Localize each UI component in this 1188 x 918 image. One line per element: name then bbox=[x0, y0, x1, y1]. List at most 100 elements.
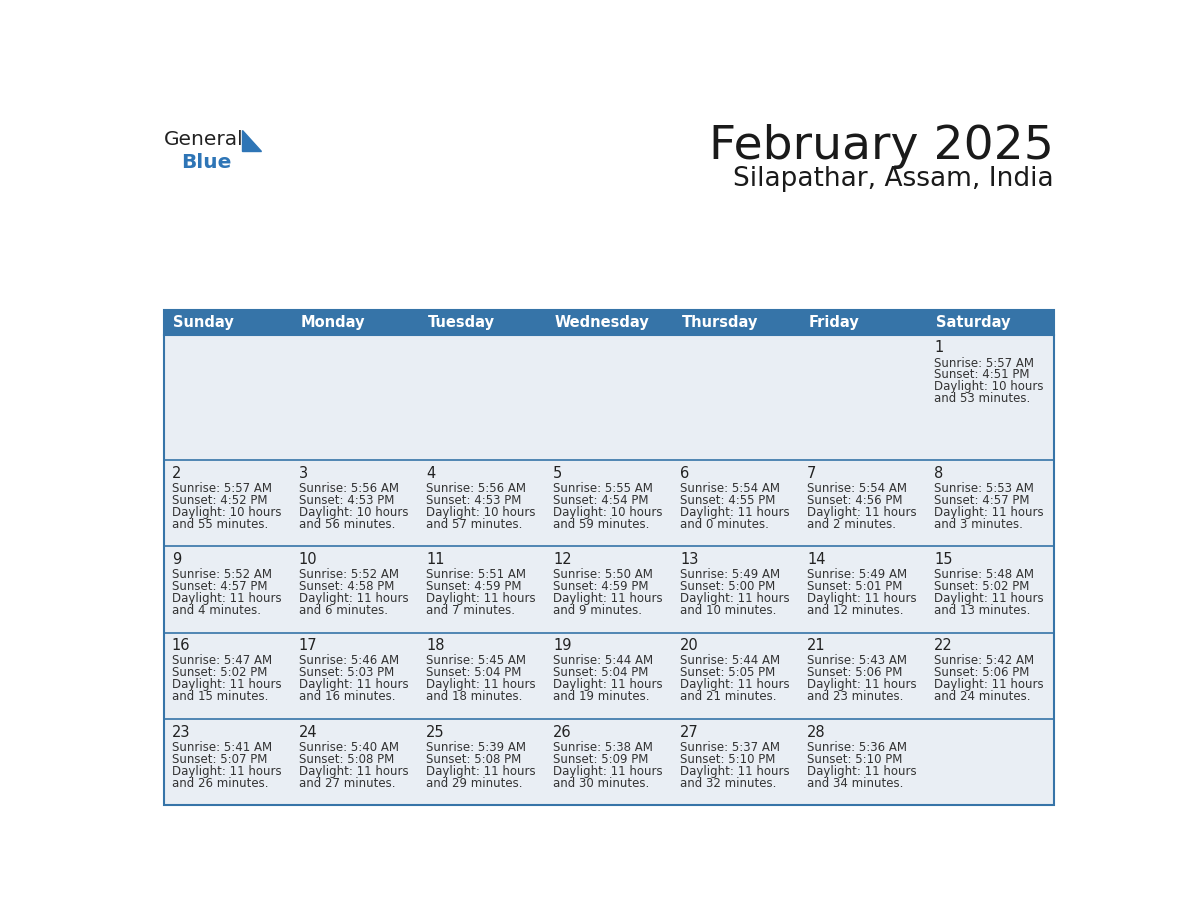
Text: Daylight: 11 hours: Daylight: 11 hours bbox=[554, 765, 663, 778]
Text: Sunset: 5:02 PM: Sunset: 5:02 PM bbox=[172, 666, 267, 679]
Text: 12: 12 bbox=[554, 552, 571, 567]
Text: Sunset: 5:04 PM: Sunset: 5:04 PM bbox=[426, 666, 522, 679]
Text: and 56 minutes.: and 56 minutes. bbox=[299, 518, 396, 531]
Bar bbox=[164, 460, 1054, 546]
Text: Sunset: 5:00 PM: Sunset: 5:00 PM bbox=[681, 580, 776, 593]
Bar bbox=[164, 335, 1054, 460]
Bar bbox=[164, 546, 1054, 633]
Text: Sunrise: 5:39 AM: Sunrise: 5:39 AM bbox=[426, 741, 526, 754]
Text: Sunrise: 5:54 AM: Sunrise: 5:54 AM bbox=[808, 482, 908, 495]
Text: Daylight: 11 hours: Daylight: 11 hours bbox=[808, 678, 917, 691]
Text: 18: 18 bbox=[426, 638, 444, 654]
Text: Sunset: 4:59 PM: Sunset: 4:59 PM bbox=[554, 580, 649, 593]
Text: and 15 minutes.: and 15 minutes. bbox=[172, 690, 268, 703]
Text: Sunrise: 5:44 AM: Sunrise: 5:44 AM bbox=[554, 655, 653, 667]
Text: Sunrise: 5:51 AM: Sunrise: 5:51 AM bbox=[426, 568, 526, 581]
Text: 7: 7 bbox=[808, 465, 816, 480]
Text: Daylight: 10 hours: Daylight: 10 hours bbox=[934, 380, 1044, 394]
Text: Sunset: 5:10 PM: Sunset: 5:10 PM bbox=[808, 753, 903, 766]
Text: 14: 14 bbox=[808, 552, 826, 567]
Text: and 4 minutes.: and 4 minutes. bbox=[172, 604, 260, 617]
Text: Sunset: 4:59 PM: Sunset: 4:59 PM bbox=[426, 580, 522, 593]
Text: 22: 22 bbox=[934, 638, 953, 654]
Text: 11: 11 bbox=[426, 552, 444, 567]
Text: and 27 minutes.: and 27 minutes. bbox=[299, 777, 396, 789]
Bar bbox=[164, 310, 1054, 335]
Text: and 59 minutes.: and 59 minutes. bbox=[554, 518, 650, 531]
Text: 17: 17 bbox=[299, 638, 317, 654]
Text: Sunset: 5:01 PM: Sunset: 5:01 PM bbox=[808, 580, 903, 593]
Text: and 23 minutes.: and 23 minutes. bbox=[808, 690, 904, 703]
Text: Daylight: 11 hours: Daylight: 11 hours bbox=[426, 765, 536, 778]
Text: General: General bbox=[164, 130, 244, 150]
Text: Sunset: 5:10 PM: Sunset: 5:10 PM bbox=[681, 753, 776, 766]
Text: Daylight: 11 hours: Daylight: 11 hours bbox=[934, 506, 1044, 519]
Text: Sunset: 5:07 PM: Sunset: 5:07 PM bbox=[172, 753, 267, 766]
Text: Monday: Monday bbox=[301, 315, 365, 330]
Text: and 2 minutes.: and 2 minutes. bbox=[808, 518, 896, 531]
Bar bbox=[164, 633, 1054, 719]
Text: Sunset: 5:09 PM: Sunset: 5:09 PM bbox=[554, 753, 649, 766]
Text: and 26 minutes.: and 26 minutes. bbox=[172, 777, 268, 789]
Text: and 34 minutes.: and 34 minutes. bbox=[808, 777, 904, 789]
Text: Sunrise: 5:56 AM: Sunrise: 5:56 AM bbox=[299, 482, 399, 495]
Text: Saturday: Saturday bbox=[936, 315, 1011, 330]
Text: Sunset: 4:51 PM: Sunset: 4:51 PM bbox=[934, 368, 1030, 382]
Text: Sunset: 4:58 PM: Sunset: 4:58 PM bbox=[299, 580, 394, 593]
Text: Friday: Friday bbox=[809, 315, 860, 330]
Text: 2: 2 bbox=[172, 465, 181, 480]
Text: Sunrise: 5:43 AM: Sunrise: 5:43 AM bbox=[808, 655, 908, 667]
Text: Sunrise: 5:38 AM: Sunrise: 5:38 AM bbox=[554, 741, 653, 754]
Text: Daylight: 11 hours: Daylight: 11 hours bbox=[681, 678, 790, 691]
Text: 23: 23 bbox=[172, 724, 190, 740]
Text: Daylight: 10 hours: Daylight: 10 hours bbox=[554, 506, 663, 519]
Text: and 18 minutes.: and 18 minutes. bbox=[426, 690, 523, 703]
Text: Sunrise: 5:45 AM: Sunrise: 5:45 AM bbox=[426, 655, 526, 667]
Text: Sunset: 4:55 PM: Sunset: 4:55 PM bbox=[681, 494, 776, 507]
Text: and 30 minutes.: and 30 minutes. bbox=[554, 777, 650, 789]
Text: Daylight: 10 hours: Daylight: 10 hours bbox=[426, 506, 536, 519]
Text: Sunrise: 5:40 AM: Sunrise: 5:40 AM bbox=[299, 741, 399, 754]
Text: Daylight: 11 hours: Daylight: 11 hours bbox=[299, 592, 409, 605]
Text: Sunrise: 5:37 AM: Sunrise: 5:37 AM bbox=[681, 741, 781, 754]
Text: Sunrise: 5:52 AM: Sunrise: 5:52 AM bbox=[172, 568, 272, 581]
Text: Sunset: 5:08 PM: Sunset: 5:08 PM bbox=[426, 753, 522, 766]
Text: Sunset: 5:02 PM: Sunset: 5:02 PM bbox=[934, 580, 1030, 593]
Text: 8: 8 bbox=[934, 465, 943, 480]
Text: and 6 minutes.: and 6 minutes. bbox=[299, 604, 387, 617]
Text: Daylight: 11 hours: Daylight: 11 hours bbox=[681, 592, 790, 605]
Text: Sunset: 4:53 PM: Sunset: 4:53 PM bbox=[426, 494, 522, 507]
Text: and 24 minutes.: and 24 minutes. bbox=[934, 690, 1031, 703]
Text: and 55 minutes.: and 55 minutes. bbox=[172, 518, 268, 531]
Text: Sunset: 4:56 PM: Sunset: 4:56 PM bbox=[808, 494, 903, 507]
Text: Sunrise: 5:46 AM: Sunrise: 5:46 AM bbox=[299, 655, 399, 667]
Text: Sunrise: 5:49 AM: Sunrise: 5:49 AM bbox=[681, 568, 781, 581]
Text: 5: 5 bbox=[554, 465, 562, 480]
Text: Daylight: 11 hours: Daylight: 11 hours bbox=[934, 592, 1044, 605]
Text: Sunset: 5:06 PM: Sunset: 5:06 PM bbox=[808, 666, 903, 679]
Text: Daylight: 11 hours: Daylight: 11 hours bbox=[554, 592, 663, 605]
Text: Sunset: 4:54 PM: Sunset: 4:54 PM bbox=[554, 494, 649, 507]
Text: Sunset: 4:52 PM: Sunset: 4:52 PM bbox=[172, 494, 267, 507]
Text: Daylight: 11 hours: Daylight: 11 hours bbox=[808, 506, 917, 519]
Text: Blue: Blue bbox=[181, 153, 232, 173]
Text: Daylight: 11 hours: Daylight: 11 hours bbox=[681, 765, 790, 778]
Text: 13: 13 bbox=[681, 552, 699, 567]
Text: 25: 25 bbox=[426, 724, 444, 740]
Text: and 3 minutes.: and 3 minutes. bbox=[934, 518, 1023, 531]
Text: Sunrise: 5:55 AM: Sunrise: 5:55 AM bbox=[554, 482, 653, 495]
Text: Daylight: 11 hours: Daylight: 11 hours bbox=[681, 506, 790, 519]
Text: Sunset: 5:03 PM: Sunset: 5:03 PM bbox=[299, 666, 394, 679]
Text: Sunrise: 5:52 AM: Sunrise: 5:52 AM bbox=[299, 568, 399, 581]
Text: 26: 26 bbox=[554, 724, 571, 740]
Text: 24: 24 bbox=[299, 724, 317, 740]
Text: Sunrise: 5:54 AM: Sunrise: 5:54 AM bbox=[681, 482, 781, 495]
Text: Sunset: 4:57 PM: Sunset: 4:57 PM bbox=[172, 580, 267, 593]
Text: Sunrise: 5:41 AM: Sunrise: 5:41 AM bbox=[172, 741, 272, 754]
Text: Sunrise: 5:36 AM: Sunrise: 5:36 AM bbox=[808, 741, 908, 754]
Text: 10: 10 bbox=[299, 552, 317, 567]
Text: Daylight: 11 hours: Daylight: 11 hours bbox=[172, 592, 282, 605]
Text: Sunrise: 5:49 AM: Sunrise: 5:49 AM bbox=[808, 568, 908, 581]
Text: and 57 minutes.: and 57 minutes. bbox=[426, 518, 523, 531]
Text: Sunset: 4:57 PM: Sunset: 4:57 PM bbox=[934, 494, 1030, 507]
